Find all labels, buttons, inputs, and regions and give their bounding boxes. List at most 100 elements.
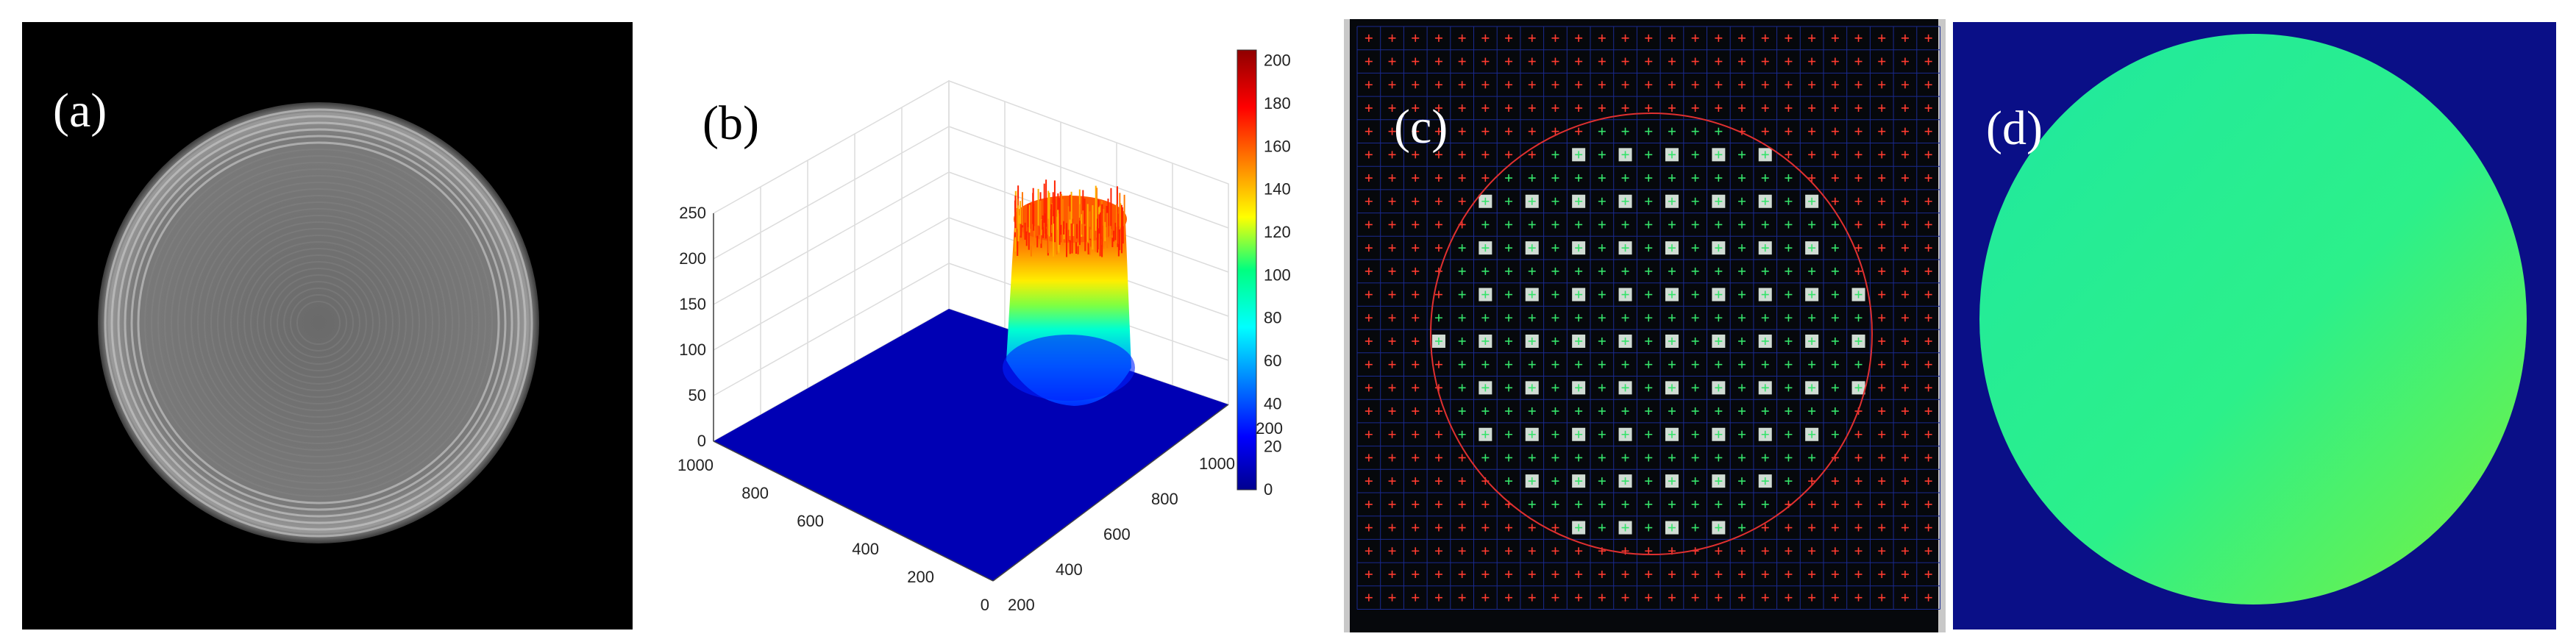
centroid-cross-inside [1621,127,1629,135]
centroid-cross-inside [1645,290,1653,299]
centroid-cross-outside [1901,337,1909,345]
centroid-cross-inside [1528,430,1536,438]
centroid-cross-outside [1831,477,1839,485]
centroid-cross-outside [1831,127,1839,135]
centroid-cross-inside [1668,360,1676,368]
centroid-cross-outside [1388,151,1396,159]
centroid-cross-outside [1715,57,1723,65]
centroid-cross-inside [1761,500,1769,508]
centroid-cross-outside [1458,500,1466,508]
centroid-cross-inside [1785,267,1793,275]
centroid-cross-inside [1505,314,1513,322]
centroid-cross-inside [1575,524,1583,532]
centroid-cross-inside [1458,430,1466,438]
centroid-cross-inside [1645,127,1653,135]
centroid-cross-inside [1598,337,1606,345]
centroid-cross-outside [1901,477,1909,485]
centroid-cross-outside [1621,593,1629,602]
centroid-cross-outside [1458,57,1466,65]
centroid-cross-outside [1481,500,1490,508]
centroid-cross-inside [1458,407,1466,415]
centroid-cross-outside [1924,314,1932,322]
centroid-cross-outside [1388,477,1396,485]
centroid-cross-inside [1761,360,1769,368]
centroid-cross-inside [1761,290,1769,299]
centroid-cross-outside [1924,34,1932,42]
centroid-cross-inside [1528,174,1536,182]
centroid-cross-outside [1388,407,1396,415]
centroid-cross-inside [1551,407,1559,415]
centroid-cross-outside [1901,524,1909,532]
centroid-cross-inside [1505,197,1513,205]
centroid-cross-outside [1412,221,1420,229]
centroid-cross-inside [1551,244,1559,252]
centroid-cross-outside [1878,197,1886,205]
centroid-cross-inside [1551,151,1559,159]
centroid-cross-outside [1365,290,1373,299]
z-tick-label: 250 [679,204,706,222]
centroid-cross-inside [1808,314,1816,322]
centroid-cross-inside [1761,197,1769,205]
centroid-cross-outside [1854,174,1862,182]
z-tick-label: 200 [679,249,706,268]
phase-map-svg [1953,22,2556,629]
centroid-cross-outside [1854,570,1862,578]
panel-d-phase-map [1953,22,2556,629]
centroid-cross-outside [1924,360,1932,368]
centroid-cross-outside [1528,57,1536,65]
centroid-cross-inside [1598,267,1606,275]
centroid-cross-inside [1481,314,1490,322]
centroid-cross-outside [1901,127,1909,135]
centroid-cross-outside [1434,57,1442,65]
centroid-cross-inside [1691,267,1699,275]
centroid-cross-outside [1924,221,1932,229]
centroid-cross-outside [1575,57,1583,65]
centroid-cross-outside [1761,34,1769,42]
centroid-cross-outside [1575,547,1583,555]
centroid-cross-inside [1528,407,1536,415]
centroid-cross-inside [1621,244,1629,252]
centroid-cross-outside [1528,81,1536,89]
centroid-cross-outside [1901,267,1909,275]
centroid-cross-outside [1412,407,1420,415]
centroid-cross-inside [1831,267,1839,275]
centroid-cross-inside [1505,384,1513,392]
centroid-cross-outside [1388,244,1396,252]
centroid-cross-inside [1598,127,1606,135]
centroid-cross-outside [1598,570,1606,578]
centroid-cross-outside [1808,500,1816,508]
centroid-cross-outside [1878,454,1886,462]
centroid-cross-inside [1481,430,1490,438]
colorbar-ticks: 0 20 40 60 80 100 120 140 160 180 200 [1264,51,1291,499]
centroid-cross-outside [1785,593,1793,602]
centroid-cross-outside [1668,57,1676,65]
centroid-cross-inside [1831,384,1839,392]
centroid-cross-outside [1365,430,1373,438]
centroid-cross-inside [1738,477,1746,485]
y-tick-label: 1000 [677,456,714,474]
centroid-cross-outside [1924,127,1932,135]
centroid-cross-outside [1878,570,1886,578]
centroid-cross-inside [1691,500,1699,508]
centroid-cross-outside [1668,34,1676,42]
fringe-ring [243,248,394,398]
centroid-cross-outside [1458,454,1466,462]
centroid-cross-outside [1528,34,1536,42]
centroid-cross-inside [1691,384,1699,392]
centroid-cross-outside [1854,454,1862,462]
centroid-cross-outside [1901,430,1909,438]
centroid-cross-outside [1691,34,1699,42]
centroid-cross-outside [1551,547,1559,555]
centroid-cross-inside [1715,127,1723,135]
centroid-cross-outside [1901,500,1909,508]
centroid-cross-inside [1551,384,1559,392]
centroid-cross-outside [1412,197,1420,205]
centroid-cross-inside [1458,314,1466,322]
centroid-cross-outside [1878,337,1886,345]
centroid-cross-inside [1575,314,1583,322]
centroid-cross-inside [1831,244,1839,252]
centroid-cross-inside [1715,477,1723,485]
centroid-cross-outside [1715,81,1723,89]
centroid-cross-outside [1878,407,1886,415]
centroid-cross-inside [1505,267,1513,275]
